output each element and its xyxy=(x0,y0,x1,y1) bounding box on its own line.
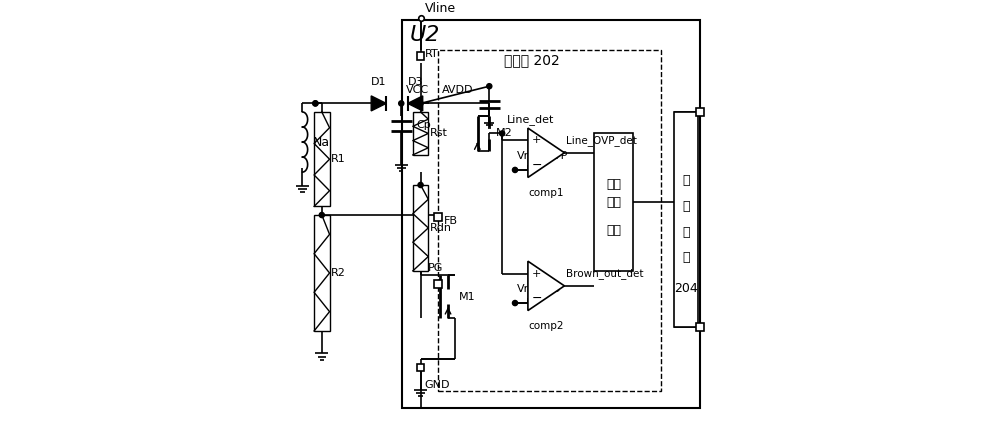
Bar xyxy=(413,112,428,155)
Circle shape xyxy=(399,101,404,106)
Polygon shape xyxy=(528,128,564,178)
Text: AVDD: AVDD xyxy=(442,85,474,95)
Bar xyxy=(674,112,698,327)
Bar xyxy=(417,364,424,372)
Bar xyxy=(402,20,700,408)
Text: 204: 204 xyxy=(674,282,698,295)
Circle shape xyxy=(418,101,423,106)
Text: Line_OVP_det: Line_OVP_det xyxy=(566,135,637,146)
Text: 关: 关 xyxy=(682,251,689,264)
Text: R2: R2 xyxy=(331,268,346,278)
Bar xyxy=(594,133,633,271)
Bar xyxy=(438,50,661,391)
Bar xyxy=(314,215,330,331)
Bar xyxy=(417,53,424,60)
Text: D1: D1 xyxy=(371,77,386,87)
Bar xyxy=(696,323,704,331)
Circle shape xyxy=(512,300,518,306)
Circle shape xyxy=(500,131,505,136)
Text: Na: Na xyxy=(313,135,330,148)
Text: Rst: Rst xyxy=(430,128,448,138)
Text: PG: PG xyxy=(428,263,443,273)
Text: 开: 开 xyxy=(682,226,689,239)
Text: Cp: Cp xyxy=(416,120,431,130)
Polygon shape xyxy=(371,96,386,111)
Polygon shape xyxy=(528,261,564,311)
Text: Vref_OVP: Vref_OVP xyxy=(517,151,569,161)
Text: +: + xyxy=(531,135,541,145)
Text: 信号: 信号 xyxy=(606,196,621,209)
Text: Vline: Vline xyxy=(425,2,456,15)
Text: comp1: comp1 xyxy=(528,188,564,198)
Text: Vref_BO: Vref_BO xyxy=(517,283,562,294)
Bar xyxy=(434,280,442,288)
Circle shape xyxy=(418,182,423,187)
Text: VCC: VCC xyxy=(406,85,429,95)
Circle shape xyxy=(313,101,318,106)
Text: comp2: comp2 xyxy=(528,321,564,331)
Text: R1: R1 xyxy=(331,154,346,164)
Text: M1: M1 xyxy=(459,292,476,302)
Text: 生成: 生成 xyxy=(606,224,621,237)
Text: FB: FB xyxy=(444,217,458,227)
Polygon shape xyxy=(408,96,423,111)
Circle shape xyxy=(512,168,518,173)
Text: −: − xyxy=(531,292,542,305)
Bar xyxy=(434,214,442,221)
Text: Rdn: Rdn xyxy=(430,223,452,233)
Text: 控制器 202: 控制器 202 xyxy=(504,53,560,67)
Circle shape xyxy=(313,101,318,106)
Text: Line_det: Line_det xyxy=(506,114,554,125)
Text: U2: U2 xyxy=(410,25,440,45)
Text: 控制: 控制 xyxy=(606,178,621,191)
Text: RT: RT xyxy=(425,49,439,59)
Text: 率: 率 xyxy=(682,200,689,213)
Bar xyxy=(413,185,428,271)
Bar xyxy=(696,108,704,116)
Circle shape xyxy=(319,213,324,217)
Circle shape xyxy=(487,84,492,89)
Text: M2: M2 xyxy=(496,128,512,138)
Bar xyxy=(314,112,330,207)
Text: D3: D3 xyxy=(407,77,423,87)
Text: Brown_out_det: Brown_out_det xyxy=(566,269,643,279)
Text: 功: 功 xyxy=(682,174,689,187)
Text: GND: GND xyxy=(425,380,450,390)
Text: −: − xyxy=(531,158,542,171)
Text: +: + xyxy=(531,269,541,279)
